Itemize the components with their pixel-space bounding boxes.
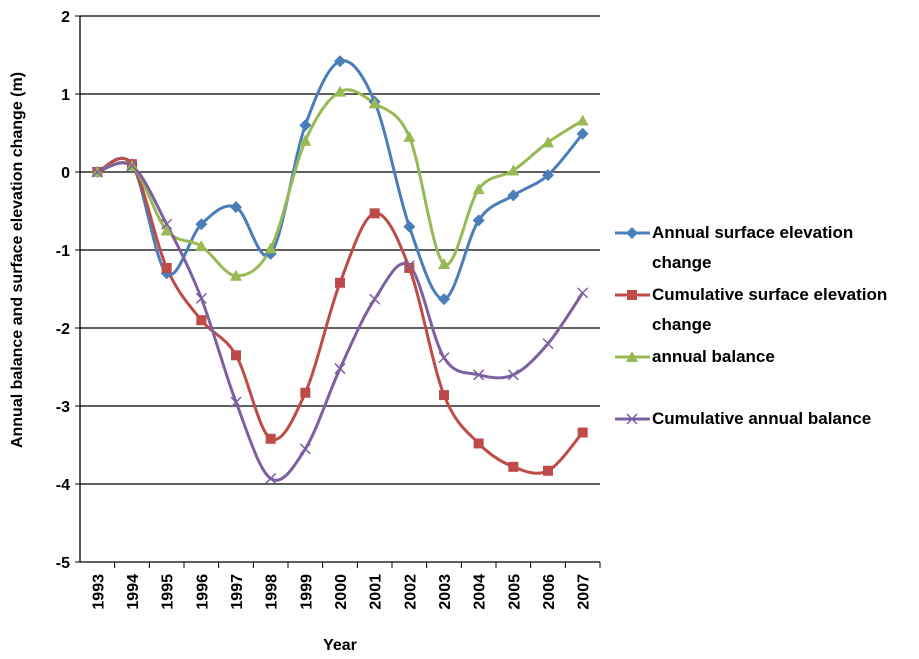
- x-tick-label: 2006: [541, 574, 558, 610]
- marker: [299, 443, 311, 455]
- marker: [403, 130, 416, 142]
- marker: [195, 218, 208, 231]
- marker: [230, 201, 242, 214]
- marker: [195, 240, 208, 252]
- marker: [300, 387, 311, 398]
- marker: [438, 258, 450, 270]
- y-tick-label: -2: [56, 321, 70, 338]
- marker: [626, 413, 638, 425]
- marker: [473, 369, 485, 381]
- legend-label: annual balance: [652, 347, 775, 366]
- marker: [404, 262, 415, 273]
- legend-label: Cumulative annual balance: [652, 409, 872, 428]
- x-tick-label: 1993: [90, 574, 107, 610]
- y-tick-label: 0: [61, 165, 70, 182]
- marker: [576, 127, 589, 140]
- y-axis-title: Annual balance and surface elevation cha…: [9, 72, 26, 448]
- marker: [626, 351, 638, 362]
- marker: [369, 293, 381, 305]
- x-tick-label: 1996: [194, 574, 211, 610]
- marker: [507, 369, 519, 381]
- marker: [334, 85, 346, 97]
- marker: [403, 260, 415, 272]
- marker: [264, 242, 277, 254]
- series-line: [96, 157, 584, 475]
- marker: [403, 220, 416, 233]
- x-tick-label: 1995: [160, 574, 177, 610]
- marker: [299, 134, 312, 146]
- y-tick-label: -4: [56, 477, 70, 494]
- marker: [334, 363, 346, 375]
- marker: [542, 136, 554, 148]
- marker: [542, 338, 554, 350]
- marker: [472, 214, 485, 227]
- marker: [508, 461, 519, 472]
- marker: [126, 160, 138, 172]
- x-tick-label: 2003: [437, 574, 454, 610]
- marker: [438, 352, 450, 364]
- marker: [438, 293, 450, 306]
- marker: [265, 433, 276, 444]
- marker: [91, 166, 103, 178]
- marker: [543, 465, 553, 476]
- x-tick-label: 2007: [576, 574, 593, 610]
- marker: [161, 218, 173, 230]
- y-tick-label: -3: [56, 399, 70, 416]
- legend-label: Cumulative surface elevation change: [652, 285, 888, 334]
- marker: [368, 97, 381, 109]
- x-tick-label: 1997: [229, 574, 246, 610]
- marker: [576, 114, 589, 126]
- marker: [230, 396, 242, 408]
- marker: [507, 164, 520, 176]
- marker: [577, 287, 589, 299]
- x-tick-label: 1994: [125, 574, 142, 610]
- legend-label: Annual surface elevation change: [652, 223, 854, 272]
- marker: [507, 189, 520, 202]
- series-line: [96, 161, 584, 482]
- marker: [265, 473, 277, 485]
- x-tick-label: 1999: [298, 574, 315, 610]
- x-tick-label: 2005: [506, 574, 523, 610]
- marker: [161, 262, 172, 273]
- marker: [299, 119, 312, 132]
- marker: [195, 292, 207, 304]
- x-tick-label: 1998: [264, 574, 281, 610]
- y-tick-label: -5: [56, 555, 70, 572]
- marker: [472, 183, 485, 195]
- marker: [196, 315, 207, 326]
- x-tick-label: 2004: [472, 574, 489, 610]
- y-tick-label: 2: [61, 9, 70, 26]
- marker: [577, 427, 588, 438]
- marker: [334, 55, 346, 68]
- marker: [369, 208, 380, 219]
- x-tick-label: 2001: [368, 574, 385, 610]
- marker: [439, 390, 449, 401]
- marker: [230, 269, 242, 281]
- x-tick-label: 2000: [333, 574, 350, 610]
- y-tick-label: -1: [56, 243, 70, 260]
- marker: [335, 277, 345, 288]
- x-axis-title: Year: [323, 637, 357, 654]
- marker: [160, 224, 173, 236]
- marker: [473, 438, 484, 449]
- marker: [626, 227, 638, 239]
- marker: [627, 290, 637, 300]
- marker: [231, 350, 241, 361]
- x-tick-label: 2002: [402, 574, 419, 610]
- y-tick-label: 1: [61, 87, 70, 104]
- series-line: [96, 88, 584, 278]
- marker: [542, 169, 554, 182]
